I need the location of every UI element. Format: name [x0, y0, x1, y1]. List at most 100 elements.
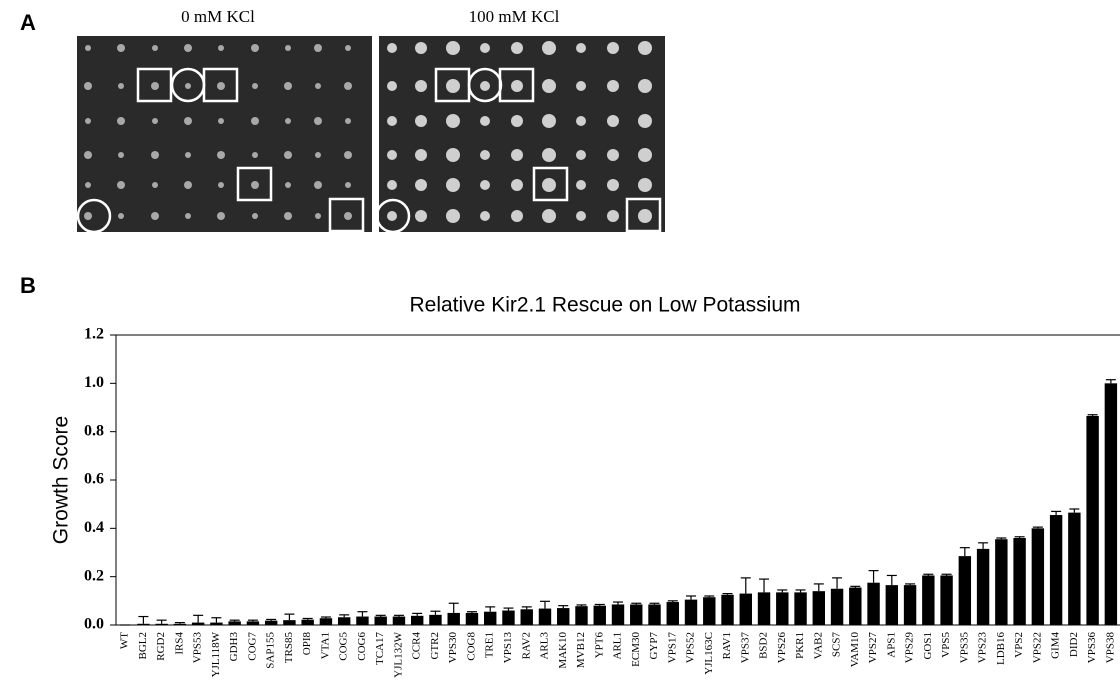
x-tick-label: VPS36 — [1086, 632, 1098, 664]
colony — [446, 148, 460, 162]
colony — [607, 210, 619, 222]
colony — [387, 43, 397, 53]
bar — [703, 597, 716, 625]
bar — [575, 606, 588, 625]
colony — [387, 150, 397, 160]
y-tick-label: 1.0 — [84, 374, 104, 391]
bar — [520, 609, 533, 625]
colony — [218, 45, 224, 51]
bar — [721, 594, 734, 625]
bar — [812, 591, 826, 625]
x-tick-label: VPS17 — [666, 632, 678, 664]
x-tick-label: GOS1 — [922, 632, 934, 660]
y-tick-label: 1.2 — [84, 326, 104, 343]
x-tick-label: GIM4 — [1050, 632, 1062, 659]
bar — [1086, 415, 1099, 625]
x-tick-label: VPS26 — [776, 632, 788, 664]
plate-title: 0 mM KCl — [181, 7, 255, 26]
colony — [576, 81, 586, 91]
x-tick-label: GYP7 — [648, 632, 660, 660]
colony — [607, 80, 619, 92]
colony — [638, 178, 652, 192]
colony — [446, 114, 460, 128]
bar — [447, 612, 460, 625]
colony — [511, 42, 523, 54]
colony — [415, 210, 427, 222]
x-tick-label: LDB16 — [995, 632, 1007, 666]
colony — [117, 181, 125, 189]
bar — [1068, 512, 1081, 625]
colony — [344, 212, 352, 220]
colony — [480, 150, 490, 160]
bar — [538, 608, 552, 625]
colony — [638, 41, 652, 55]
colony — [345, 45, 351, 51]
colony — [480, 211, 490, 221]
colony — [252, 152, 258, 158]
colony — [542, 148, 556, 162]
x-tick-label: DID2 — [1068, 632, 1080, 657]
panel-label: A — [20, 10, 36, 35]
bar — [484, 611, 497, 625]
x-tick-label: ECM30 — [630, 632, 642, 667]
x-tick-label: VPS35 — [958, 632, 970, 664]
plate-image — [379, 36, 665, 232]
colony — [542, 41, 556, 55]
colony — [284, 212, 292, 220]
bar — [593, 605, 606, 625]
colony — [638, 79, 652, 93]
colony — [511, 149, 523, 161]
colony — [151, 82, 159, 90]
colony — [184, 44, 192, 52]
bar — [757, 592, 771, 625]
colony — [542, 79, 556, 93]
colony — [576, 43, 586, 53]
colony — [151, 151, 159, 159]
bar — [940, 575, 953, 625]
x-tick-label: VPS5 — [940, 632, 952, 658]
colony — [315, 152, 321, 158]
colony — [85, 118, 91, 124]
y-tick-label: 0.0 — [84, 616, 104, 633]
bar — [1013, 538, 1026, 625]
bar — [1049, 515, 1063, 625]
x-tick-label: WT — [119, 632, 131, 649]
colony — [480, 116, 490, 126]
colony — [480, 43, 490, 53]
bar — [210, 622, 223, 625]
x-tick-label: BSD2 — [758, 632, 770, 659]
x-tick-label: OPI8 — [301, 632, 313, 656]
colony — [415, 149, 427, 161]
colony — [218, 182, 224, 188]
colony — [84, 212, 92, 220]
bar — [337, 617, 351, 625]
x-tick-label: VPS30 — [447, 632, 459, 664]
bar — [648, 604, 661, 625]
colony — [638, 114, 652, 128]
x-tick-label: YJL132W — [392, 631, 404, 677]
colony — [387, 211, 397, 221]
x-tick-label: VPS13 — [502, 632, 514, 664]
colony — [542, 178, 556, 192]
colony — [576, 116, 586, 126]
x-tick-label: VAM10 — [849, 632, 861, 668]
bar — [922, 575, 935, 625]
x-tick-label: VAB2 — [812, 632, 824, 659]
x-tick-label: YPT6 — [593, 632, 605, 659]
x-tick-label: COG7 — [246, 632, 258, 661]
bar — [392, 616, 406, 625]
colony — [151, 212, 159, 220]
x-tick-label: IRS4 — [173, 632, 185, 655]
x-tick-label: VPS2 — [1013, 632, 1025, 658]
plate-colonies — [84, 41, 652, 223]
colony — [285, 118, 291, 124]
colony — [446, 41, 460, 55]
colony — [607, 115, 619, 127]
bar — [283, 620, 296, 625]
colony — [344, 151, 352, 159]
colony — [118, 152, 124, 158]
colony — [576, 211, 586, 221]
x-tick-label: RAV1 — [721, 632, 733, 659]
colony — [511, 210, 523, 222]
